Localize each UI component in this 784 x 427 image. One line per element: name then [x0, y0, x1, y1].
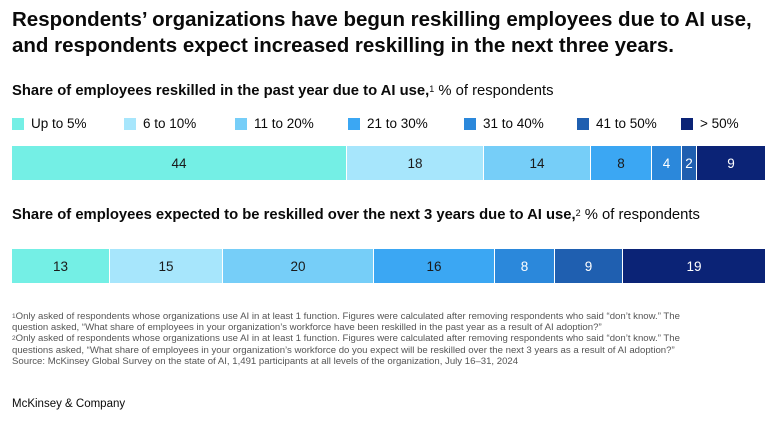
footnote-2-text: Only asked of respondents whose organiza… [15, 333, 680, 345]
legend-item-6-to-10: 6 to 10% [124, 116, 196, 131]
bar-segment-over-50: 9 [697, 146, 766, 180]
bar-value-label: 16 [426, 258, 442, 274]
stacked-bar-next-3-years: 13 15 20 16 8 9 19 [12, 249, 766, 283]
legend-item-11-to-20: 11 to 20% [235, 116, 314, 131]
bar-segment-6-to-10: 18 [347, 146, 484, 180]
bar-segment-11-to-20: 14 [484, 146, 591, 180]
chart2-title: Share of employees expected to be reskil… [12, 207, 576, 223]
chart2-unit: % of respondents [584, 207, 700, 223]
bar-value-label: 9 [727, 155, 735, 171]
bar-value-label: 14 [529, 155, 545, 171]
bar-value-label: 13 [52, 258, 69, 274]
legend-item-21-to-30: 21 to 30% [348, 116, 428, 131]
footnote-2-line-1: 2Only asked of respondents whose organiz… [12, 333, 776, 344]
bar-segment-21-to-30: 16 [374, 249, 495, 283]
bar-segment-31-to-40: 4 [652, 146, 682, 180]
legend: Up to 5% 6 to 10% 11 to 20% 21 to 30% 31… [12, 116, 776, 134]
bar-value-label: 19 [686, 258, 702, 274]
legend-label: 11 to 20% [254, 116, 314, 131]
footnote-1-line-1: 1Only asked of respondents whose organiz… [12, 311, 776, 322]
bar-segment-up-to-5: 13 [12, 249, 110, 283]
legend-swatch [124, 117, 136, 130]
bar-value-label: 8 [520, 258, 529, 274]
footnote-2-line-2: questions asked, “What share of employee… [12, 344, 675, 356]
bar-value-label: 4 [662, 155, 671, 171]
bar-segment-31-to-40: 8 [495, 249, 555, 283]
footnote-1-text: Only asked of respondents whose organiza… [15, 311, 680, 322]
footnotes: 1Only asked of respondents whose organiz… [12, 311, 776, 367]
footnote-2-marker: 2 [12, 335, 16, 343]
chart1-unit: % of respondents [438, 83, 554, 99]
legend-swatch [464, 117, 476, 130]
legend-label: 41 to 50% [596, 116, 657, 131]
chart1-title: Share of employees reskilled in the past… [12, 83, 430, 99]
stacked-bar-past-year: 44 18 14 8 4 2 9 [12, 146, 766, 180]
bar-segment-11-to-20: 20 [223, 249, 374, 283]
bar-value-label: 18 [407, 155, 423, 171]
bar-segment-41-to-50: 2 [682, 146, 697, 180]
bar-value-label: 15 [158, 258, 174, 274]
bar-value-label: 20 [290, 258, 306, 274]
bar-value-label: 44 [171, 155, 187, 171]
bar-segment-21-to-30: 8 [591, 146, 652, 180]
chart1-footnote-marker: 1 [429, 84, 435, 94]
legend-item-up-to-5: Up to 5% [12, 116, 87, 131]
bar-segment-over-50: 19 [623, 249, 766, 283]
chart2-footnote-marker: 2 [575, 208, 581, 218]
legend-label: 31 to 40% [483, 116, 544, 131]
footnote-1-line-2: question asked, “What share of employees… [12, 322, 602, 334]
legend-swatch [348, 117, 360, 130]
legend-label: > 50% [700, 116, 739, 131]
bar-value-label: 8 [617, 155, 625, 171]
legend-swatch [12, 117, 24, 130]
bar-segment-41-to-50: 9 [555, 249, 623, 283]
legend-label: 21 to 30% [367, 116, 428, 131]
legend-item-41-to-50: 41 to 50% [577, 116, 657, 131]
legend-swatch [235, 117, 247, 130]
legend-swatch [577, 117, 589, 130]
footnote-1-marker: 1 [12, 313, 16, 320]
bar-segment-up-to-5: 44 [12, 146, 347, 180]
chart-title: Respondents’ organizations have begun re… [12, 8, 752, 57]
chart2-subtitle: Share of employees expected to be reskil… [12, 206, 700, 224]
source-note: Source: McKinsey Global Survey on the st… [12, 355, 519, 367]
bar-value-label: 9 [584, 258, 593, 274]
legend-item-31-to-40: 31 to 40% [464, 116, 544, 131]
bar-value-label: 2 [685, 155, 693, 171]
legend-label: 6 to 10% [143, 116, 197, 131]
bar-segment-6-to-10: 15 [110, 249, 223, 283]
brand-logo-text: McKinsey & Company [12, 398, 126, 410]
chart1-subtitle: Share of employees reskilled in the past… [12, 82, 554, 100]
legend-item-over-50: > 50% [681, 116, 739, 131]
legend-swatch [681, 117, 693, 130]
legend-label: Up to 5% [31, 116, 87, 131]
